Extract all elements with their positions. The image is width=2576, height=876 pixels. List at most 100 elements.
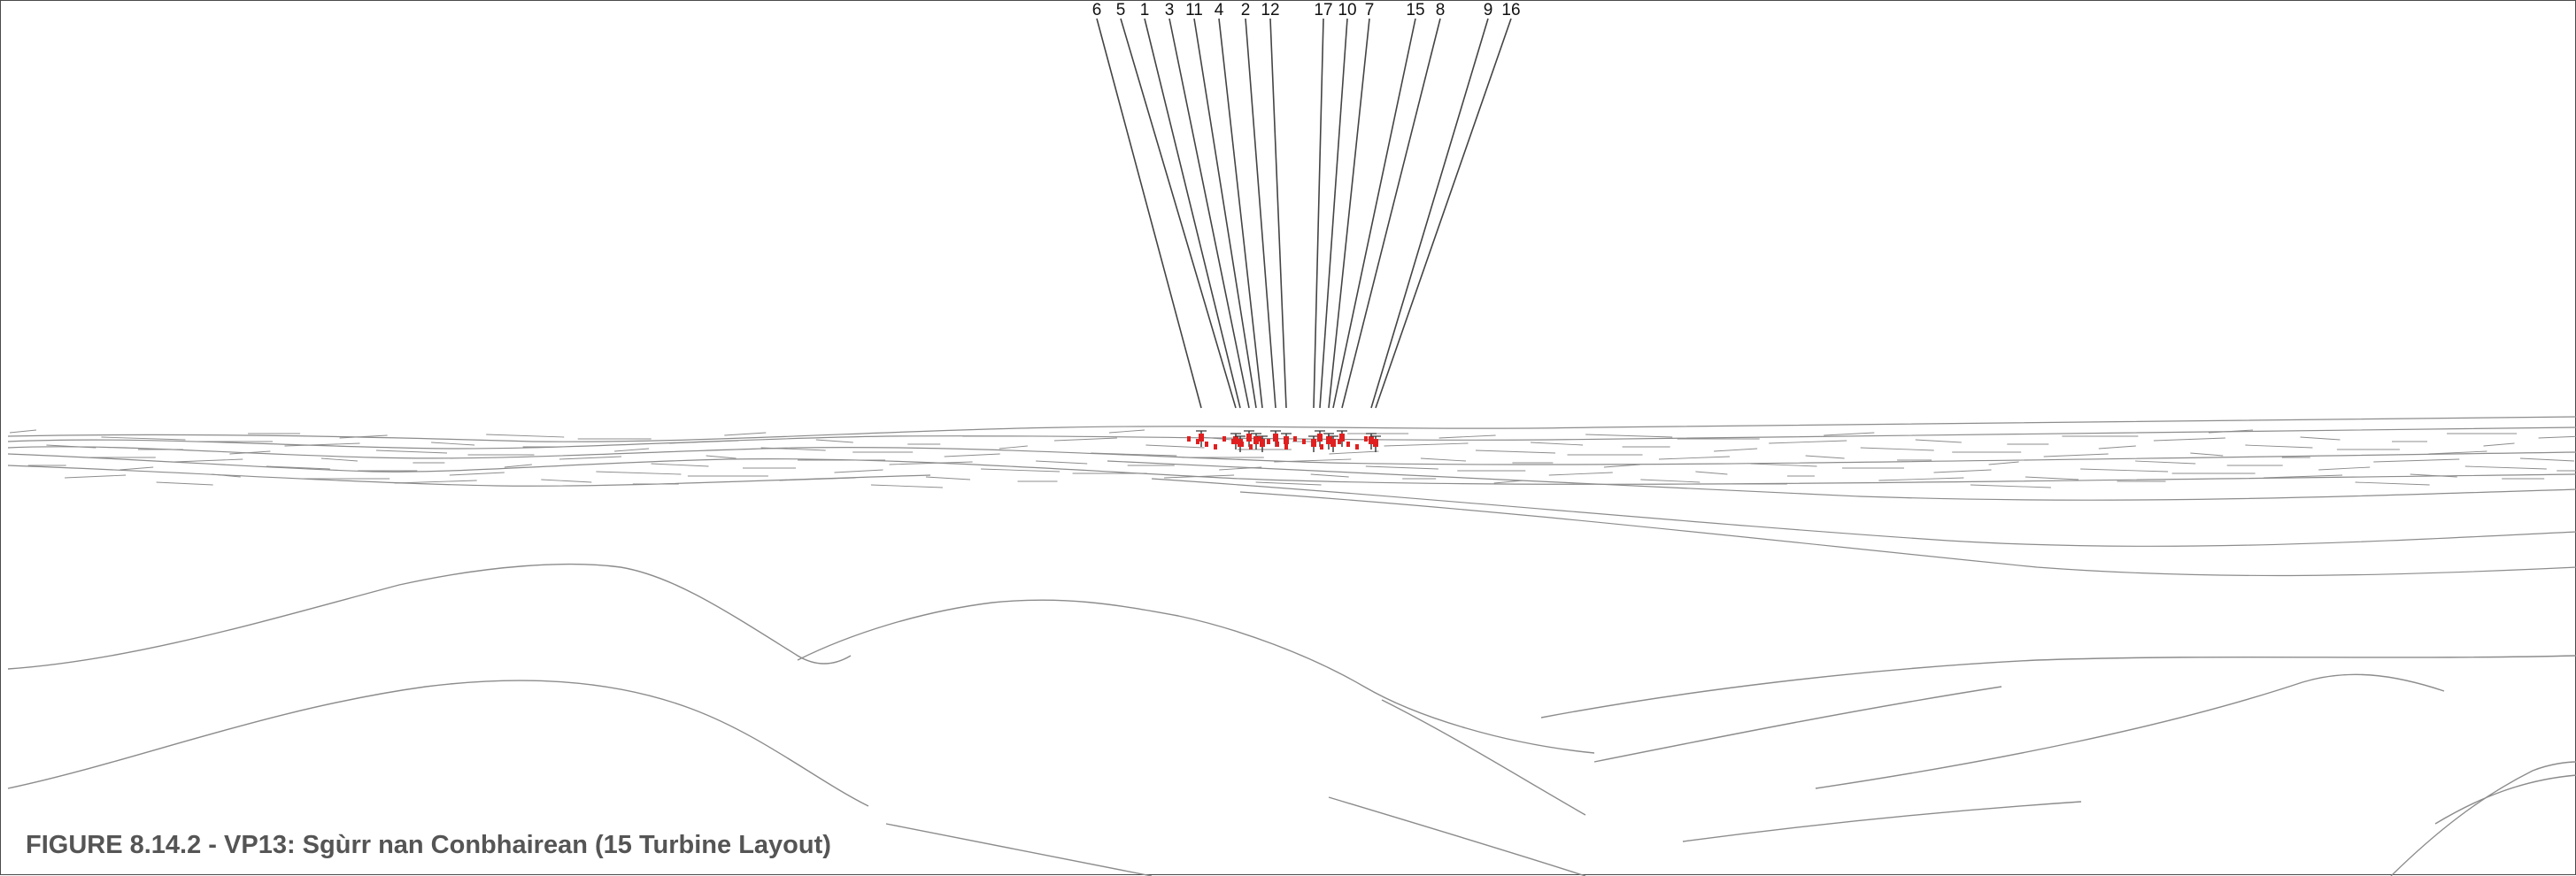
leader-line [1144,18,1241,409]
terrain-hatch [870,484,943,488]
terrain-hatch [2538,435,2576,439]
terrain-hatch [486,434,565,438]
leader-line [1375,18,1512,409]
leader-line [1193,18,1257,409]
terrain-hatch [1658,456,1731,460]
terrain-hatch [9,429,37,434]
terrain-hatch [2300,436,2341,441]
turbine-markers [1187,430,1381,452]
terrain-hatch [2318,466,2371,471]
terrain-hatch [2153,437,2225,442]
terrain-ridge-line [1107,460,2576,501]
turbine-label: 16 [1501,1,1520,19]
turbine-marker-detail [1329,436,1332,442]
terrain-hatch [2410,473,2457,478]
turbine-marker-detail [1338,439,1341,444]
turbine-marker-detail [1267,439,1270,444]
turbine-marker [1196,430,1207,447]
terrain-hatch [2428,450,2487,455]
terrain-ridge-line [1239,491,2576,577]
terrain-hatch [1933,469,1992,473]
terrain-hatch [1878,477,1964,481]
turbine-marker-detail [1187,436,1191,442]
terrain-hatch [2264,474,2343,479]
turbine-labels: 6 5 1 3 11 4 2 12 17 10 7 15 8 9 16 [1092,1,1521,19]
terrain-hatch [1438,434,1496,439]
terrain-hatch [1274,458,1352,463]
terrain-hatch [651,463,709,467]
turbine-marker-detail [1231,439,1235,444]
terrain-hatch [174,458,243,463]
terrain-hatch [1750,463,1817,467]
terrain-ridge-line [7,465,931,487]
turbine-marker-detail [1346,442,1350,447]
terrain-hatch [1255,481,1322,486]
turbine-label: 11 [1185,1,1203,19]
terrain-hatch [1548,472,1613,476]
terrain-ridge-line [7,680,869,807]
terrain-hatch [1493,480,1523,484]
terrain-hatch [925,476,971,480]
terrain-hatch [65,474,127,479]
turbine-label: 8 [1436,1,1446,19]
terrain-hatch [375,450,448,454]
terrain-hatch [559,456,622,460]
terrain-hatch [101,436,186,441]
turbine-marker [1251,433,1261,450]
terrain-hatch [46,444,96,449]
leader-line [1120,18,1237,409]
terrain-hatch [779,477,856,481]
terrain-hatch [1988,461,2019,465]
turbine-leader-lines [1096,18,1512,409]
leader-line [1370,18,1489,409]
terrain-hatch [2483,442,2515,447]
terrain-ridge-line [7,426,2576,450]
turbine-label: 9 [1484,1,1493,19]
terrain-ridge-line [1540,655,2576,718]
turbine-label: 15 [1406,1,1424,19]
terrain-hatch [1091,452,1177,457]
terrain-hatch [1200,436,1232,441]
terrain-hatch [1219,466,1262,471]
terrain-hatch [284,442,360,447]
turbine-marker-detail [1258,436,1261,442]
turbine-marker-detail [1311,442,1315,447]
terrain-ridge-line [7,563,852,670]
leader-line [1096,18,1202,409]
turbine-label: 17 [1314,1,1332,19]
terrain-ridge-line [2390,761,2576,876]
turbine-marker-detail [1205,442,1208,447]
terrain-ridge-line [885,823,1153,876]
terrain-hatch [2190,452,2224,457]
terrain-hatch [1384,442,1469,447]
terrain-hatch [1640,479,1701,483]
turbine-marker-detail [1320,444,1323,450]
terrain-hatch [1603,464,1640,468]
terrain-hatch [944,453,1000,457]
terrain-ridge-line [2434,774,2576,825]
terrain-hatch [211,473,241,478]
terrain-hatch [2355,481,2430,486]
leader-line [1341,18,1441,409]
turbine-marker [1337,430,1347,447]
terrain-hatch [2098,445,2136,450]
leader-line [1328,18,1370,409]
turbine-label: 1 [1140,1,1150,19]
terrain-hatch [999,445,1028,450]
terrain-hatch [266,465,330,470]
turbine-marker-detail [1293,436,1297,442]
terrain-hatch [706,455,737,459]
turbine-marker-detail [1355,444,1359,450]
terrain-hatch [1145,444,1205,449]
terrain-hatch [1036,460,1088,465]
terrain-hatch [1695,471,1728,475]
terrain-hatch [339,434,388,439]
terrain-ridge-line [7,446,2576,465]
terrain-ridge-line [1151,478,2576,547]
terrain-hatch [504,464,532,468]
terrain-hatch [2208,429,2254,434]
terrain-hatch [156,481,213,486]
terrain-ridge-line [1593,686,2002,763]
